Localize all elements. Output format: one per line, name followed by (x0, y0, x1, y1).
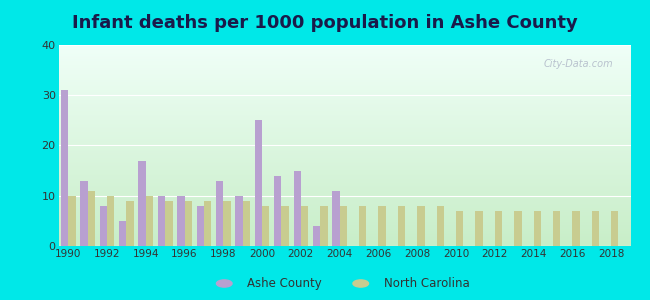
Bar (242, 201, 250, 246)
Bar (216, 181, 224, 246)
Bar (611, 211, 619, 246)
Bar (573, 211, 580, 246)
Bar (255, 120, 262, 246)
Bar (204, 201, 211, 246)
Bar (235, 196, 242, 246)
Bar (332, 191, 340, 246)
Bar (592, 211, 599, 246)
Bar (456, 211, 463, 246)
Bar (138, 160, 146, 246)
Bar (61, 90, 68, 246)
Bar (88, 191, 95, 246)
Bar (126, 201, 134, 246)
Bar (158, 196, 165, 246)
Bar (262, 206, 270, 246)
Bar (475, 211, 483, 246)
Bar (534, 211, 541, 246)
Bar (146, 196, 153, 246)
Bar (340, 206, 347, 246)
Text: Ashe County: Ashe County (247, 277, 322, 290)
Bar (514, 211, 521, 246)
Bar (80, 181, 88, 246)
Bar (320, 206, 328, 246)
Bar (301, 206, 308, 246)
Bar (224, 201, 231, 246)
Text: North Carolina: North Carolina (384, 277, 469, 290)
Bar (437, 206, 444, 246)
Bar (119, 221, 126, 246)
Bar (274, 176, 281, 246)
Bar (359, 206, 367, 246)
Bar (378, 206, 386, 246)
Text: City-Data.com: City-Data.com (543, 59, 614, 69)
Text: Infant deaths per 1000 population in Ashe County: Infant deaths per 1000 population in Ash… (72, 14, 578, 32)
Bar (107, 196, 114, 246)
Bar (398, 206, 405, 246)
Bar (417, 206, 424, 246)
Bar (294, 171, 301, 246)
Bar (281, 206, 289, 246)
Bar (185, 201, 192, 246)
Bar (165, 201, 172, 246)
Bar (495, 211, 502, 246)
Bar (99, 206, 107, 246)
Bar (313, 226, 320, 246)
Bar (177, 196, 185, 246)
Bar (196, 206, 204, 246)
Bar (68, 196, 75, 246)
Bar (553, 211, 560, 246)
